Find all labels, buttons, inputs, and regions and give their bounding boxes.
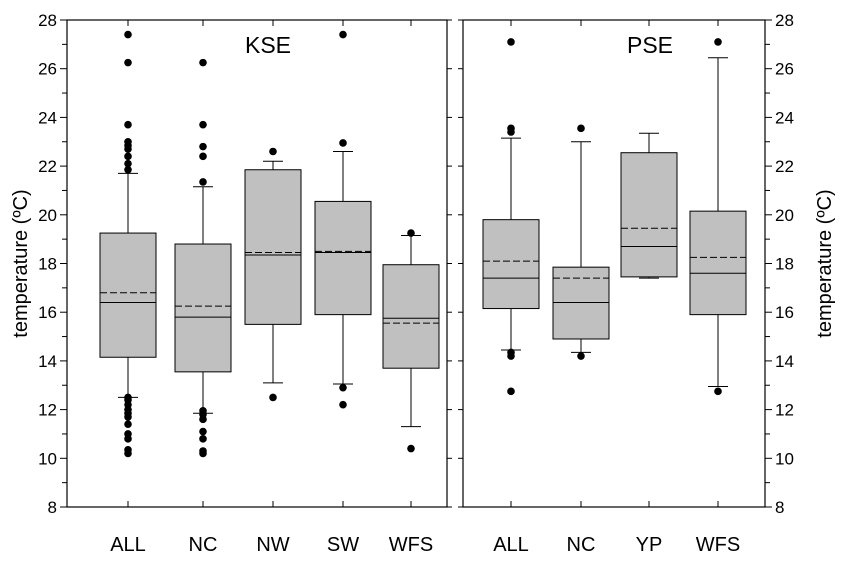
x-tick-label: YP (636, 534, 663, 556)
y-tick-label: 14 (38, 352, 57, 371)
outlier-point (339, 139, 347, 147)
y-tick-label: 16 (775, 303, 794, 322)
outlier-point (199, 142, 207, 151)
y-tick-label: 10 (38, 449, 57, 468)
outlier-point (577, 124, 585, 133)
iqr-box (482, 219, 540, 310)
outlier-point (407, 229, 415, 237)
iqr-box (314, 200, 372, 316)
outlier-point (199, 435, 207, 443)
x-tick-label: WFS (696, 534, 740, 556)
outlier-point (199, 58, 207, 67)
outlier-point (124, 58, 132, 67)
outlier-point (507, 348, 515, 357)
y-tick-label: 10 (775, 449, 794, 468)
outlier-point (339, 383, 347, 392)
outlier-point (199, 152, 207, 161)
outlier-point (339, 400, 347, 409)
outlier-point (124, 393, 132, 402)
outlier-point (507, 38, 515, 46)
iqr-box (382, 264, 440, 369)
y-tick-label: 8 (775, 498, 784, 517)
iqr-box (174, 243, 232, 373)
x-tick-label: ALL (110, 534, 146, 556)
iqr-box (689, 210, 747, 316)
y-tick-label: 22 (38, 157, 57, 176)
outlier-point (124, 152, 132, 161)
outlier-point (507, 124, 515, 133)
outlier-point (269, 393, 277, 402)
outlier-point (199, 447, 207, 455)
y-tick-label: 12 (775, 401, 794, 420)
x-tick-label: ALL (493, 534, 529, 556)
outlier-point (199, 178, 207, 186)
y-tick-label: 8 (48, 498, 57, 517)
iqr-box (244, 169, 302, 325)
outlier-point (124, 420, 132, 429)
iqr-box (552, 266, 610, 340)
y-tick-label: 20 (775, 206, 794, 225)
y-tick-label: 20 (38, 206, 57, 225)
panel-title: KSE (245, 32, 291, 58)
x-tick-label: NC (567, 534, 596, 556)
y-tick-label: 28 (775, 11, 794, 30)
panel-pse: 8 10 12 14 16 18 20 22 24 26 28 temperature (ºC) PSE… (458, 11, 836, 556)
outlier-point (124, 165, 132, 174)
y-tick-label: 24 (38, 108, 57, 127)
y-axis-label: temperature (ºC) (814, 189, 836, 337)
x-tick-label: NW (256, 534, 289, 556)
x-tick-label: NC (189, 534, 218, 556)
y-tick-label: 26 (775, 60, 794, 79)
y-tick-label: 26 (38, 60, 57, 79)
y-tick-label: 24 (775, 108, 794, 127)
outlier-point (124, 159, 132, 168)
outlier-point (124, 137, 132, 146)
outlier-point (124, 120, 132, 129)
outlier-point (714, 387, 722, 396)
outlier-point (577, 352, 585, 360)
y-tick-label: 18 (38, 255, 57, 274)
y-tick-label: 28 (38, 11, 57, 30)
panel-kse: 8 10 12 14 16 18 20 22 24 26 28 temperature (ºC) KSE… (10, 11, 452, 556)
outlier-point (269, 147, 277, 156)
y-tick-label: 16 (38, 303, 57, 322)
y-tick-label: 12 (38, 401, 57, 420)
outlier-point (199, 120, 207, 129)
y-tick-label: 22 (775, 157, 794, 176)
iqr-box (620, 152, 678, 278)
outlier-point (124, 30, 132, 39)
iqr-box (99, 232, 157, 358)
outlier-point (124, 445, 132, 454)
x-tick-label: WFS (389, 534, 433, 556)
y-axis-label: temperature (ºC) (10, 189, 32, 337)
outlier-point (124, 430, 132, 438)
x-tick-label: SW (327, 534, 359, 556)
y-tick-label: 18 (775, 255, 794, 274)
outlier-point (507, 387, 515, 396)
outlier-point (714, 38, 722, 46)
panel-title: PSE (627, 32, 673, 58)
outlier-point (199, 407, 207, 415)
outlier-point (407, 444, 415, 453)
y-tick-label: 14 (775, 352, 794, 371)
outlier-point (199, 427, 207, 436)
outlier-point (339, 30, 347, 39)
